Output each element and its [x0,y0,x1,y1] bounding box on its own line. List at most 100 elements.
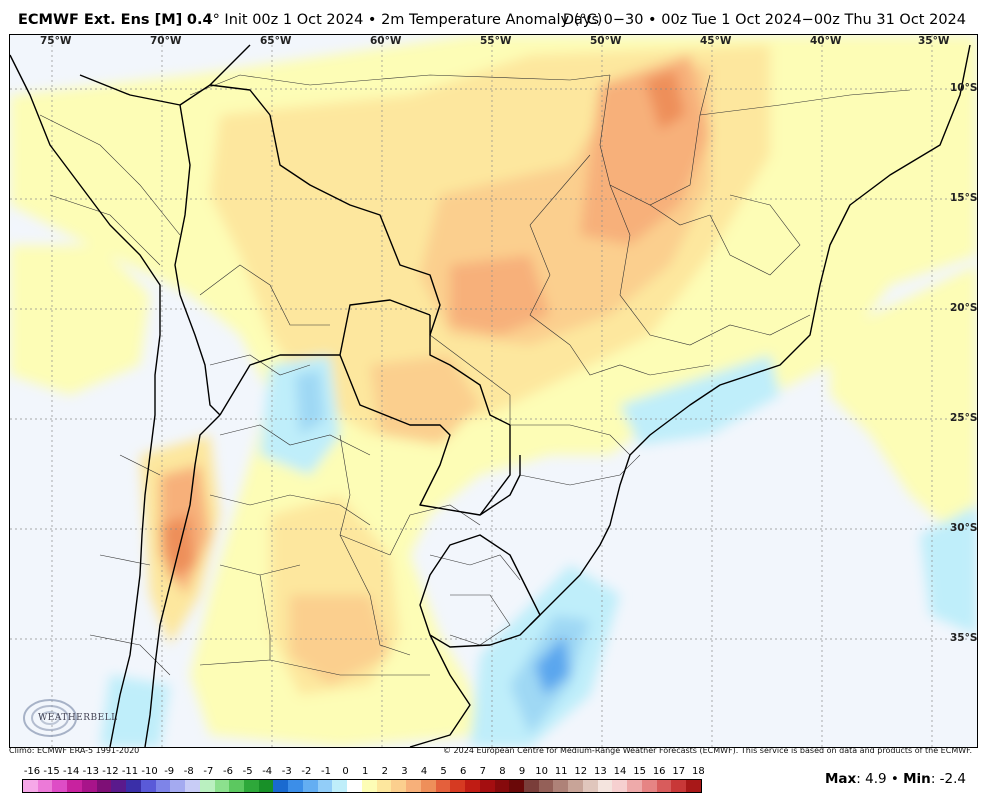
bolivia-border-north [174,104,191,296]
state-border [99,554,151,566]
colorbar-swatch [391,780,407,792]
state-border [709,194,801,276]
init-text: ° Init 00z 1 Oct 2024 • 2m Temperature A… [212,12,603,28]
state-border [339,534,411,656]
colorbar-swatch [538,780,554,792]
colorbar-swatch [244,780,259,792]
colorbar-tick-label: 13 [594,766,607,777]
colorbar-tick-label: 9 [518,766,526,777]
colorbar-swatch [229,780,245,792]
state-border [429,334,511,425]
latitude-label: 30°S [950,522,978,534]
longitude-label: 35°W [918,35,950,47]
colorbar-tick-label: 10 [535,766,548,777]
uruguay-border [419,534,541,648]
colorbar-swatch [597,780,613,792]
state-border [209,354,311,376]
colorbar-swatch [479,780,495,792]
state-border [199,659,430,676]
colorbar-swatch [258,780,274,792]
colorbar-tick-label: -14 [63,766,80,777]
colorbar-swatch [140,780,156,792]
min-label: Min [903,771,931,787]
colorbar-swatch [302,780,318,792]
colorbar-swatch [37,780,53,792]
anomaly-area-light-blue-coast [620,355,780,445]
colorbar-tick-label: -12 [102,766,119,777]
peru-brazil-border [79,74,271,116]
map-panel: 75°W 70°W 65°W 60°W 55°W 50°W 45°W 40°W 35°W 10°… [9,34,978,748]
colorbar-tick-label: -10 [141,766,158,777]
colorbar-tick-label: 14 [613,766,627,777]
state-border [39,114,181,236]
colorbar-tick-label: -1 [321,766,331,777]
colorbar-swatch [435,780,451,792]
longitude-label: 55°W [480,35,512,47]
colorbar-swatch [612,780,628,792]
colorbar-swatch [273,780,289,792]
anomaly-area-light-yellow-east [830,265,977,555]
argentina-brazil-border [479,455,521,516]
colorbar-swatch [199,780,215,792]
longitude-label: 75°W [40,35,72,47]
colorbar-swatch [126,780,141,792]
state-border [119,454,161,476]
colorbar-tick-label: 17 [672,766,686,777]
colorbar-swatch [332,780,348,792]
bolivia-border [269,114,441,336]
colorbar-swatch [347,780,362,792]
logo-swirl-icon [23,699,77,737]
colorbar-swatch [214,780,230,792]
anomaly-area-light-blue-east [920,505,977,635]
state-border [259,574,271,660]
colorbar-tick-label: -5 [242,766,253,777]
min-value: : -2.4 [930,771,966,787]
state-border [429,554,521,581]
model-resolution: 0.4 [186,12,213,28]
colorbar-tick-label: -3 [281,766,292,777]
colorbar-swatch [582,780,598,792]
max-label: Max [825,771,857,787]
colorbar-swatch [686,780,701,792]
colorbar-swatch [155,780,171,792]
colorbar-tick-label: 1 [362,766,369,777]
colorbar-swatch [465,780,480,792]
colorbar-swatch [81,780,97,792]
state-border [389,504,481,556]
colorbar-tick-label: 5 [440,766,447,777]
longitude-label: 65°W [260,35,292,47]
colorbar-swatch [361,780,377,792]
anomaly-area-orange-light-pampas [290,595,390,685]
colorbar-tick-label: -16 [23,766,41,777]
colorbar-tick-label: 15 [633,766,646,777]
colorbar-tick-label: 2 [381,766,388,777]
colorbar-swatch [509,780,524,792]
anomaly-field [10,35,977,747]
country-borders [10,44,971,747]
state-border [529,154,591,346]
colorbar-tick-label: 0 [342,766,349,777]
colorbar-tick-label: 18 [692,766,705,777]
state-border [510,424,631,456]
map-canvas [10,35,977,747]
colorbar-swatch [185,780,200,792]
colorbar-tick-label: -8 [183,766,194,777]
colorbar-swatch [494,780,510,792]
state-border [699,89,911,116]
colorbar-swatch [627,780,642,792]
colorbar-tick-label: -9 [164,766,175,777]
forecast-period: Days 0−30 • 00z Tue 1 Oct 2024−00z Thu 3… [562,12,966,28]
state-border [569,344,711,376]
colorbar-tick-label: 16 [652,766,666,777]
colorbar-swatch [641,780,657,792]
colorbar-swatch [317,780,333,792]
state-border [89,634,171,676]
atlantic-coastline-brazil [529,44,971,626]
colorbar-swatch [288,780,303,792]
max-value: : 4.9 • [856,771,904,787]
colorbar-tick-label: -6 [223,766,233,777]
paraguay-border [339,354,511,516]
header: ECMWF Ext. Ens [M] 0.4° Init 00z 1 Oct 2… [0,0,984,34]
state-border [449,594,511,646]
latitude-label: 10°S [950,82,978,94]
